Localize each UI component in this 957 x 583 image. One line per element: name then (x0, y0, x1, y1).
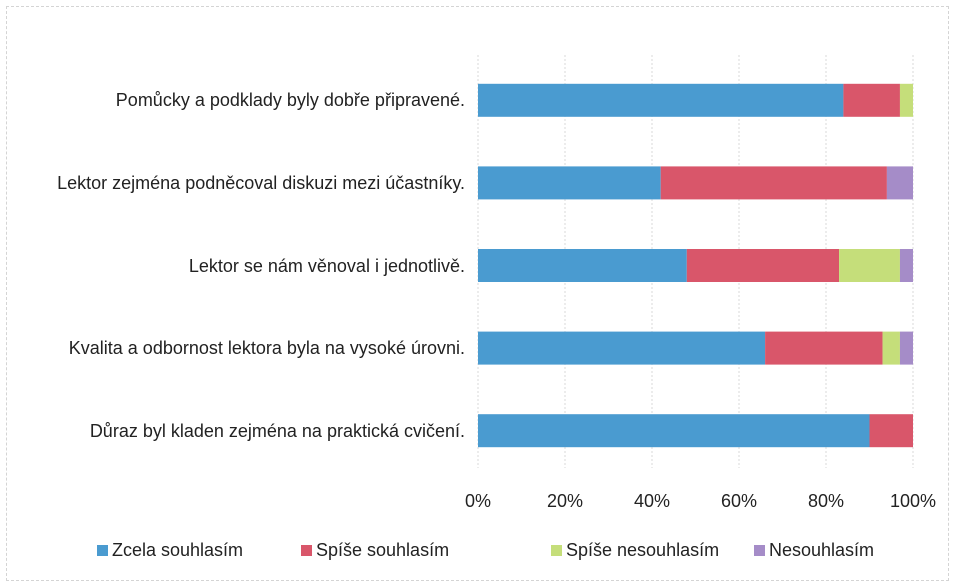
x-tick-label: 80% (808, 491, 844, 511)
category-label: Důraz byl kladen zejména na praktická cv… (89, 420, 465, 441)
bar-segment (886, 166, 913, 200)
x-tick-label: 100% (890, 491, 936, 511)
bar-segment (660, 166, 887, 200)
bar-segment (478, 331, 766, 365)
bar-segment (843, 83, 900, 117)
legend-label: Nesouhlasím (769, 540, 874, 560)
legend-swatch (754, 545, 765, 556)
bar-segment (765, 331, 883, 365)
bar-segment (899, 331, 913, 365)
x-tick-label: 20% (547, 491, 583, 511)
legend-swatch (97, 545, 108, 556)
legend-label: Spíše souhlasím (316, 540, 449, 560)
legend-swatch (551, 545, 562, 556)
category-label: Lektor se nám věnoval i jednotlivě. (188, 255, 465, 276)
bar-segment (478, 83, 844, 117)
bar-segment (899, 249, 913, 282)
bar-segment (899, 83, 913, 117)
bar-segment (478, 249, 687, 282)
legend-label: Zcela souhlasím (112, 540, 243, 560)
chart-frame (6, 6, 949, 581)
category-label: Pomůcky a podklady byly dobře připravené… (115, 90, 465, 111)
legend-label: Spíše nesouhlasím (566, 540, 719, 560)
legend-swatch (301, 545, 312, 556)
bar-segment (869, 414, 913, 448)
bar-segment (478, 166, 661, 200)
bar-segment (839, 249, 900, 282)
x-tick-label: 60% (721, 491, 757, 511)
bar-segment (882, 331, 900, 365)
x-tick-label: 0% (465, 491, 491, 511)
bar-segment (686, 249, 840, 282)
category-label: Kvalita a odbornost lektora byla na vyso… (68, 338, 465, 359)
category-label: Lektor zejména podněcoval diskuzi mezi ú… (57, 172, 465, 193)
x-tick-label: 40% (634, 491, 670, 511)
bar-segment (478, 414, 870, 448)
